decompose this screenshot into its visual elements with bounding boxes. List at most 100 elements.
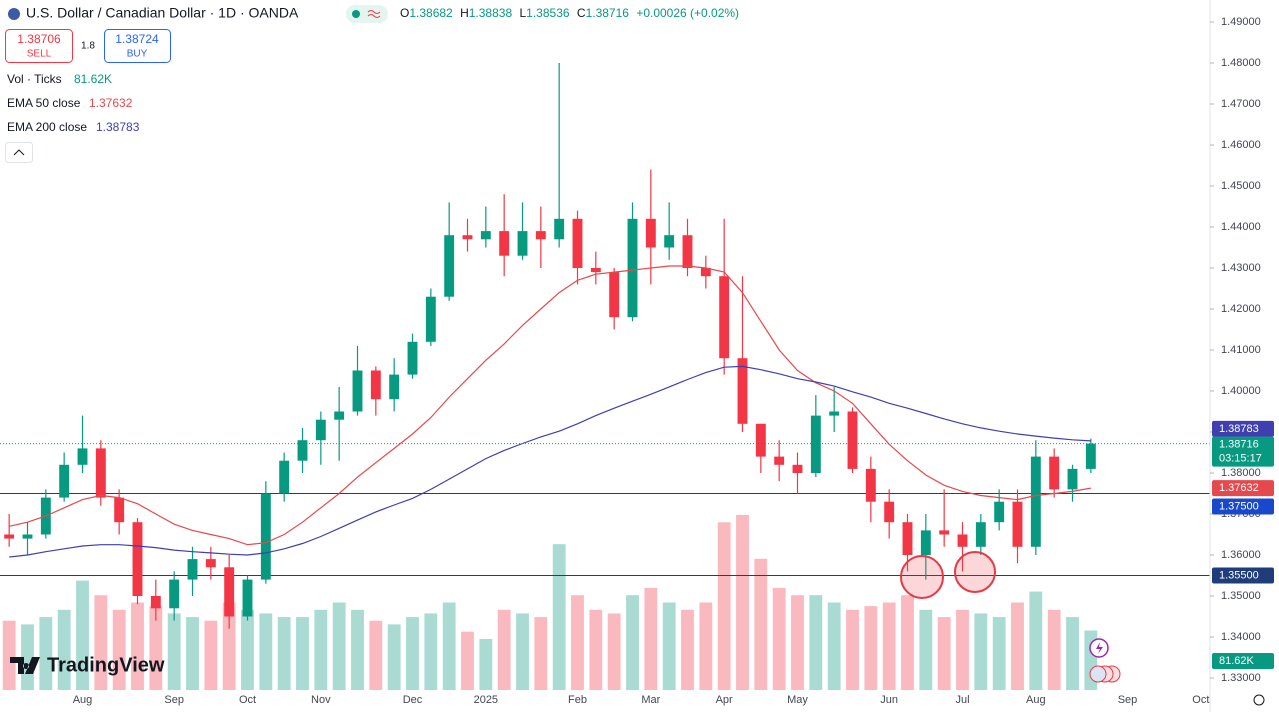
- candle-body: [205, 559, 216, 568]
- x-tick-label: Jul: [955, 694, 969, 706]
- y-tick-label: 1.47000: [1221, 98, 1261, 110]
- volume-bar: [992, 617, 1006, 690]
- candle-body: [920, 530, 931, 555]
- volume-bar: [1029, 591, 1043, 690]
- volume-bar: [626, 595, 639, 690]
- alert-bolt: [1096, 642, 1103, 654]
- candle-body: [1085, 443, 1096, 469]
- volume-bar: [1047, 609, 1061, 690]
- volume-bar: [479, 638, 493, 690]
- candle-body: [535, 231, 546, 240]
- y-tick-label: 1.48000: [1221, 57, 1261, 69]
- x-tick-label: 2025: [474, 694, 498, 706]
- collapse-button[interactable]: [5, 142, 33, 163]
- volume-bar: [589, 609, 603, 690]
- candle-body: [444, 235, 455, 297]
- x-tick-label: May: [787, 694, 808, 706]
- legend-value: 1.38783: [96, 120, 140, 134]
- candle-body: [792, 464, 803, 473]
- volume-bar: [956, 609, 969, 690]
- y-tick-label: 1.43000: [1221, 262, 1261, 274]
- candle-body: [737, 358, 748, 424]
- volume-bar: [571, 595, 584, 690]
- buy-button[interactable]: [104, 29, 171, 63]
- spread: 1.8: [81, 41, 95, 52]
- price-badge-label: 1.37632: [1219, 482, 1259, 494]
- settings-icon[interactable]: [1253, 694, 1265, 706]
- candle-body: [407, 341, 418, 375]
- candle-body: [847, 411, 858, 469]
- volume-bar: [2, 620, 16, 690]
- price-badge-label: 1.38716: [1219, 439, 1259, 451]
- volume-bar: [424, 613, 438, 690]
- price-badge-label: 1.38783: [1219, 423, 1259, 435]
- volume-bar: [497, 609, 511, 690]
- y-tick-label: 1.40000: [1221, 385, 1261, 397]
- candle-body: [132, 522, 143, 596]
- ohlc-value: 1.38682: [409, 6, 453, 20]
- price-badge-label: 1.37500: [1219, 500, 1259, 512]
- event-icon[interactable]: [1089, 665, 1107, 683]
- volume-bar: [39, 617, 53, 690]
- candle-body: [774, 456, 785, 465]
- price-badge: [1212, 420, 1274, 437]
- candle-body: [150, 595, 161, 609]
- candle-body: [462, 235, 473, 240]
- candle-body: [1012, 501, 1023, 547]
- y-tick-label: 1.38000: [1221, 467, 1261, 479]
- volume-bar: [754, 558, 768, 690]
- candle-body: [902, 522, 913, 555]
- axis-labels: 1.49000 1.48000 1.47000 1.46000 1.45000 1.440…: [73, 16, 1274, 706]
- candle-body: [939, 530, 950, 535]
- volume-bar: [57, 609, 71, 690]
- x-tick-label: Mar: [641, 694, 660, 706]
- volume-bar: [681, 609, 694, 690]
- candle-body: [994, 501, 1005, 523]
- volume-bar: [1066, 617, 1079, 690]
- candle-body: [297, 440, 308, 461]
- status-pill[interactable]: [346, 5, 388, 23]
- candle-body: [957, 534, 968, 547]
- candle-body: [95, 448, 106, 498]
- volume-bar: [186, 617, 199, 690]
- ohlc-label: H: [460, 6, 469, 20]
- candle-body: [389, 374, 400, 400]
- candle-body: [242, 579, 253, 617]
- y-tick-label: 1.44000: [1221, 221, 1261, 233]
- ohlc: O1.38682 H1.38838 L1.38536 C1.38716 +0.0…: [400, 6, 739, 20]
- candle-body: [1067, 468, 1078, 490]
- volume-bar: [772, 587, 786, 690]
- candle-body: [975, 522, 986, 547]
- collapse-icon: [13, 149, 25, 156]
- x-tick-label: Oct: [239, 694, 256, 706]
- y-tick-label: 1.45000: [1221, 180, 1261, 192]
- y-tick-label: 1.35000: [1221, 590, 1261, 602]
- x-tick-label: Oct: [1192, 694, 1209, 706]
- symbol-title: U.S. Dollar / Canadian Dollar · 1D · OAN…: [26, 5, 299, 21]
- x-tick-label: Jun: [880, 694, 898, 706]
- sell-button[interactable]: [5, 29, 73, 63]
- volume-bar: [131, 602, 144, 690]
- volume-bar: [94, 595, 108, 690]
- volume-bar: [919, 609, 933, 690]
- candle-body: [572, 218, 583, 269]
- volume-bar: [516, 613, 529, 690]
- buy-price: 1.38724: [115, 32, 159, 46]
- countdown-label: 03:15:17: [1219, 453, 1262, 465]
- price-badge-label: 1.35500: [1219, 569, 1259, 581]
- ema-line: [9, 265, 1091, 546]
- buy-label: BUY: [127, 49, 148, 60]
- highlight-circle: [954, 551, 996, 593]
- candle-body: [884, 501, 895, 523]
- candle-body: [425, 296, 436, 342]
- candle-body: [169, 579, 180, 609]
- volume-bar: [901, 595, 914, 690]
- volume-bar: [351, 609, 364, 690]
- y-tick-label: 1.36000: [1221, 549, 1261, 561]
- x-tick-label: Nov: [311, 694, 331, 706]
- volume-bar: [277, 617, 291, 690]
- volume-bar: [222, 602, 236, 690]
- volume-bar: [974, 613, 988, 690]
- price-badge: [1212, 436, 1274, 467]
